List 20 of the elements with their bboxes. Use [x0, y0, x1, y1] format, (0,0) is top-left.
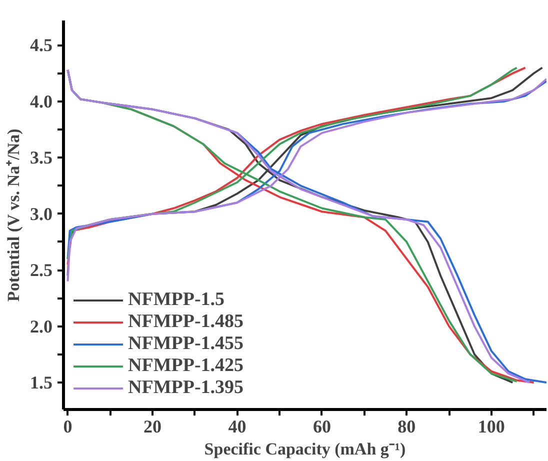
legend-label: NFMPP-1.425 — [128, 355, 244, 377]
y-tick-label: 3.5 — [30, 148, 52, 168]
legend-label: NFMPP-1.5 — [128, 289, 225, 311]
legend-label: NFMPP-1.395 — [128, 377, 244, 399]
legend-label: NFMPP-1.455 — [128, 333, 244, 355]
y-tick-label: 2.5 — [30, 260, 52, 280]
x-tick-label: 60 — [312, 416, 331, 436]
y-tick-label: 1.5 — [30, 372, 52, 393]
text: 2.0 — [30, 316, 52, 336]
legend-label: NFMPP-1.485 — [128, 311, 244, 333]
x-tick-label: 40 — [228, 416, 246, 436]
text: 4.0 — [30, 91, 52, 112]
y-tick-label: 4.5 — [30, 35, 52, 56]
x-tick-label: 0 — [63, 416, 72, 436]
x-axis-title: Specific Capacity (mAh g⁻¹) — [204, 440, 406, 458]
y-axis-title: Potential (V vs. Na⁺/Na) — [4, 128, 23, 302]
text: 3.0 — [30, 204, 52, 224]
x-tick-label: 20 — [143, 416, 162, 436]
x-tick-label: 80 — [398, 416, 416, 436]
x-tick-label: 100 — [478, 416, 505, 436]
